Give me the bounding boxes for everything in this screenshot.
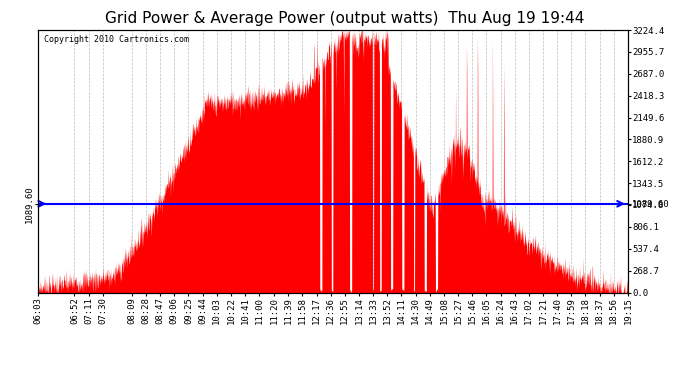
Text: Grid Power & Average Power (output watts)  Thu Aug 19 19:44: Grid Power & Average Power (output watts… bbox=[106, 11, 584, 26]
Text: Copyright 2010 Cartronics.com: Copyright 2010 Cartronics.com bbox=[44, 35, 189, 44]
